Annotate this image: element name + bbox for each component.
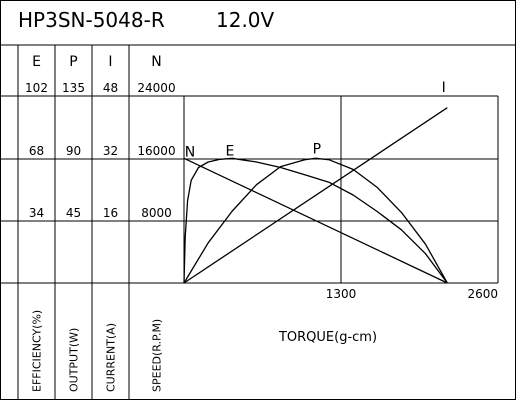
column-header-N: N: [151, 54, 161, 70]
tick-label-I: 16: [103, 206, 118, 220]
tick-label-N: 24000: [137, 81, 175, 95]
x-tick-label: 1300: [326, 287, 357, 301]
series-label-I: I: [442, 80, 446, 96]
tick-label-N: 16000: [137, 144, 175, 158]
series-label-P: P: [313, 142, 321, 158]
series-line-I: [183, 107, 448, 284]
chart-voltage: 12.0V: [216, 8, 275, 32]
tick-label-I: 48: [103, 81, 118, 95]
tick-label-P: 135: [62, 81, 85, 95]
series-label-N: N: [185, 144, 195, 160]
column-header-P: P: [69, 54, 77, 70]
series-lines: N E P I: [183, 80, 448, 284]
column-label-I: CURRENT(A): [105, 323, 118, 392]
column-header-I: I: [108, 54, 112, 70]
chart-title: HP3SN-5048-R: [18, 8, 165, 32]
axis-columns: E 102 68 34 EFFICIENCY(%) P 135 90 45 OUTPUT(W) I 4…: [0, 45, 184, 400]
tick-label-E: 68: [29, 144, 44, 158]
tick-label-P: 90: [66, 144, 81, 158]
column-label-P: OUTPUT(W): [68, 328, 81, 392]
x-axis-label: TORQUE(g-cm): [278, 330, 377, 345]
tick-label-E: 102: [25, 81, 48, 95]
x-tick-label: 2600: [467, 287, 498, 301]
column-label-N: SPEED(R.P.M): [151, 319, 164, 392]
tick-label-E: 34: [29, 206, 44, 220]
series-line-N: [183, 157, 448, 284]
x-axis: 1300 2600 TORQUE(g-cm): [278, 287, 498, 345]
tick-label-I: 32: [103, 144, 118, 158]
series-line-E: [183, 157, 448, 284]
plot-grid: [0, 95, 499, 284]
tick-label-P: 45: [66, 206, 81, 220]
column-header-E: E: [32, 54, 41, 70]
column-label-E: EFFICIENCY(%): [31, 310, 44, 392]
tick-label-N: 8000: [141, 206, 172, 220]
series-label-E: E: [225, 143, 234, 159]
series-line-P: [183, 157, 448, 284]
